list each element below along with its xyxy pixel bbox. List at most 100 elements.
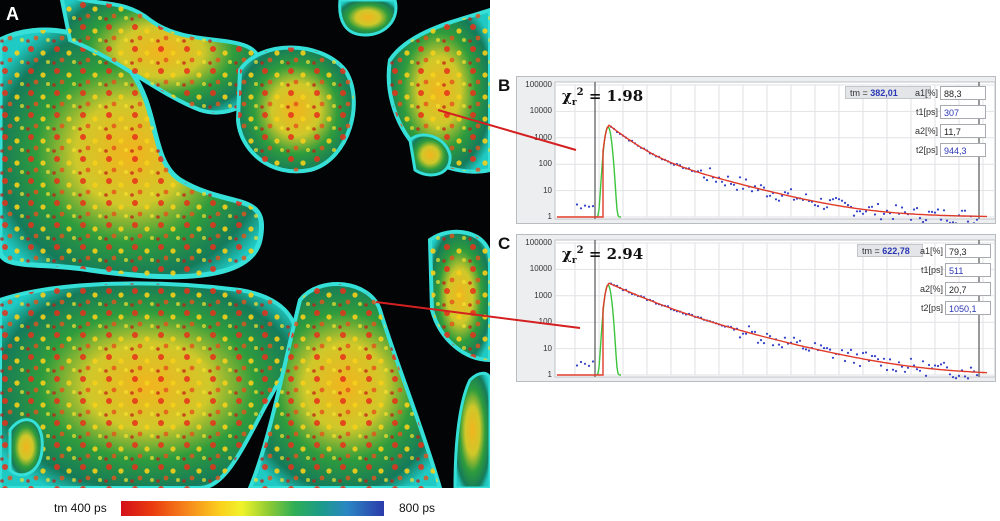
photon-count-point xyxy=(801,347,805,350)
photon-count-point xyxy=(591,360,595,363)
photon-count-point xyxy=(873,213,877,216)
photon-count-point xyxy=(873,355,877,358)
fit-curve xyxy=(557,282,988,376)
photon-count-point xyxy=(852,361,856,364)
photon-count-point xyxy=(834,196,838,200)
photon-count-point xyxy=(735,188,739,191)
photon-count-point xyxy=(750,190,754,193)
param-label: t2[ps] xyxy=(920,303,943,313)
photon-count-point xyxy=(747,325,751,328)
param-value-field[interactable]: 1050,1 xyxy=(945,301,991,315)
photon-count-point xyxy=(705,179,709,182)
photon-count-point xyxy=(828,348,832,351)
photon-count-point xyxy=(855,353,859,356)
tissue-lobes xyxy=(0,0,490,488)
photon-count-point xyxy=(723,184,727,187)
photon-count-point xyxy=(936,208,940,211)
param-value-field[interactable]: 307 xyxy=(940,105,986,119)
photon-count-point xyxy=(858,364,862,368)
photon-count-point xyxy=(906,366,910,369)
decay-curve-panel-c: 100000 10000 1000 100 10 1 χr2 = 2.94 tm = 62… xyxy=(516,234,996,382)
photon-count-point xyxy=(708,167,712,170)
photon-count-point xyxy=(804,193,808,196)
photon-count-point xyxy=(957,374,961,377)
y-tick-label: 100000 xyxy=(525,80,552,89)
photon-count-point xyxy=(918,217,922,220)
photon-count-point xyxy=(759,184,763,187)
colorbar-min-label: tm 400 ps xyxy=(54,501,107,515)
param-value-field[interactable]: 511 xyxy=(945,263,991,277)
photon-count-point xyxy=(945,219,949,222)
photon-count-point xyxy=(783,336,787,339)
decay-plot-b xyxy=(554,81,995,223)
photon-count-point xyxy=(933,364,937,367)
photon-count-point xyxy=(945,366,949,369)
param-value-field[interactable]: 88,3 xyxy=(940,86,986,100)
param-label: t2[ps] xyxy=(915,145,938,155)
photon-count-point xyxy=(831,198,835,201)
photon-count-point xyxy=(756,189,760,192)
photon-count-point xyxy=(840,199,844,202)
photon-count-point xyxy=(951,221,955,223)
photon-count-point xyxy=(587,364,591,367)
param-value-field[interactable]: 11,7 xyxy=(940,124,986,138)
photon-count-point xyxy=(855,210,859,213)
photon-count-point xyxy=(583,204,587,207)
photon-count-point xyxy=(744,178,748,181)
y-tick-label: 1000 xyxy=(534,290,552,300)
photon-count-point xyxy=(936,364,940,368)
photon-count-point xyxy=(774,198,778,201)
photon-count-point xyxy=(924,219,928,222)
photon-count-point xyxy=(804,348,808,351)
photon-count-point xyxy=(942,361,946,364)
photon-count-point xyxy=(741,332,745,335)
photon-count-point xyxy=(918,369,922,372)
photon-count-point xyxy=(762,186,766,189)
photon-count-point xyxy=(575,364,579,367)
photon-count-point xyxy=(825,347,829,350)
y-tick-label: 10000 xyxy=(529,106,552,116)
param-value-field[interactable]: 79,3 xyxy=(945,244,991,258)
photon-count-point xyxy=(885,368,889,372)
photon-count-point xyxy=(840,349,844,352)
mean-lifetime-field: tm = 622,78 xyxy=(857,244,923,257)
photon-count-point xyxy=(849,348,853,351)
fit-curve xyxy=(557,124,987,218)
photon-count-point xyxy=(843,359,847,363)
y-tick-label: 100 xyxy=(538,317,552,327)
photon-count-point xyxy=(870,205,874,208)
photon-count-point xyxy=(939,363,943,366)
fit-parameters: a1[%] 79,3 t1[ps] 511 a2[%] 20,7 t2[ps] 1050,1 xyxy=(917,244,995,315)
y-tick-label: 1000 xyxy=(534,132,552,142)
photon-count-point xyxy=(867,206,871,209)
photon-count-point xyxy=(888,358,892,361)
photon-count-point xyxy=(777,343,781,346)
photon-count-point xyxy=(792,336,796,339)
photon-count-point xyxy=(960,209,964,212)
photon-count-point xyxy=(951,376,955,379)
photon-count-point xyxy=(813,204,817,207)
y-tick-label: 1 xyxy=(547,212,552,221)
photon-count-point xyxy=(771,344,775,347)
photon-count-point xyxy=(579,360,583,364)
photon-count-point xyxy=(900,206,904,209)
photon-count-point xyxy=(975,218,979,221)
photon-count-point xyxy=(753,330,757,333)
photon-count-point xyxy=(924,374,928,377)
photon-count-point xyxy=(975,374,979,377)
photon-count-point xyxy=(912,208,916,211)
photon-count-point xyxy=(813,342,817,345)
photon-count-point xyxy=(783,191,787,194)
photon-count-point xyxy=(816,205,820,208)
photon-count-point xyxy=(819,344,823,347)
photon-count-point xyxy=(777,199,781,202)
photon-count-point xyxy=(948,221,952,223)
photon-count-point xyxy=(894,370,898,373)
chi-square-value: χr2 = 2.94 xyxy=(562,245,644,266)
photon-count-point xyxy=(858,210,862,213)
photon-count-point xyxy=(699,169,703,172)
photon-count-point xyxy=(942,209,946,212)
decay-curve-panel-b: 100000 10000 1000 100 10 1 χr2 = 1.98 tm = 38… xyxy=(516,76,996,224)
param-value-field[interactable]: 944,3 xyxy=(940,143,986,157)
param-value-field[interactable]: 20,7 xyxy=(945,282,991,296)
